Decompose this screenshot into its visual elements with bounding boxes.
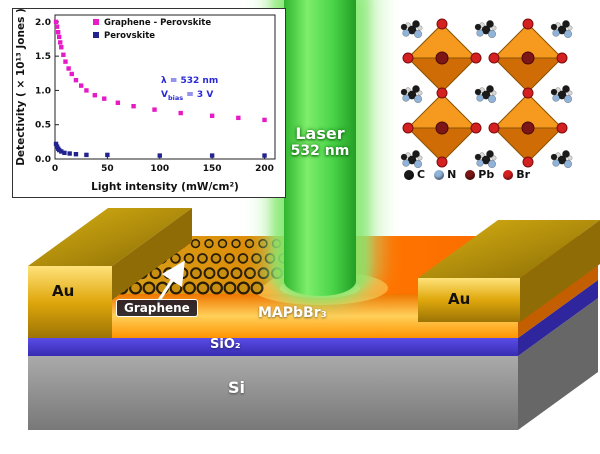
laser-beam [284, 0, 356, 296]
svg-text:150: 150 [203, 164, 222, 174]
au-right-front-face [418, 278, 520, 322]
octahedra [402, 18, 568, 168]
svg-text:Light intensity (mW/cm²): Light intensity (mW/cm²) [91, 181, 239, 193]
graphene-label: Graphene [116, 299, 198, 317]
svg-text:Detectivity ( × 10¹³ Jones ): Detectivity ( × 10¹³ Jones ) [15, 9, 27, 166]
svg-text:Graphene - Perovskite: Graphene - Perovskite [104, 18, 211, 28]
c-atom-label: C [417, 168, 426, 181]
svg-text:0: 0 [52, 164, 58, 174]
crystal-structure [400, 18, 592, 169]
graphene-arrow [156, 260, 185, 303]
mapbbr3-label: MAPbBr₃ [258, 305, 327, 321]
svg-text:0.0: 0.0 [35, 155, 51, 165]
br-atom-dot [503, 169, 514, 180]
detectivity-chart: 0 50 100 150 200 0.0 0.5 1.0 1.5 2.0 Light intensi… [12, 8, 286, 198]
svg-text:Perovskite: Perovskite [104, 31, 155, 41]
si-side-face [518, 298, 598, 430]
crystal-structure-svg [400, 18, 573, 169]
detectivity-chart-svg: 0 50 100 150 200 0.0 0.5 1.0 1.5 2.0 Light intensi… [15, 8, 276, 193]
svg-text:λ = 532 nm: λ = 532 nm [161, 76, 218, 86]
atom-clusters [400, 20, 573, 169]
svg-text:50: 50 [101, 164, 114, 174]
legend-item-c: C [404, 168, 425, 181]
pb-atom-dot [465, 169, 476, 180]
n-atom-label: N [447, 168, 457, 181]
si-front-face [28, 356, 518, 430]
legend-item-br: Br [503, 168, 530, 181]
svg-text:2.0: 2.0 [35, 18, 51, 28]
br-atom-label: Br [516, 168, 531, 181]
au-left-side-face [112, 208, 192, 300]
laser-label-line2: 532 nm [290, 143, 350, 159]
laser-label-line1: Laser [295, 124, 345, 143]
au-right-top-face [418, 220, 600, 278]
n-atom-dot [434, 169, 445, 180]
svg-text:100: 100 [150, 164, 169, 174]
svg-text:200: 200 [255, 164, 274, 174]
sio2-side-face [518, 280, 598, 356]
legend-item-n: N [434, 168, 456, 181]
au-right-side-face [520, 220, 600, 322]
atom-legend: C N Pb Br [404, 168, 594, 181]
au-right-label: Au [448, 290, 471, 308]
svg-text:1.0: 1.0 [35, 86, 51, 96]
sio2-label: SiO₂ [210, 337, 241, 352]
svg-text:0.5: 0.5 [35, 121, 51, 131]
au-left-top-face [28, 208, 192, 266]
c-atom-dot [404, 169, 414, 180]
svg-text:Vbias = 3 V: Vbias = 3 V [161, 90, 213, 102]
pb-atom-label: Pb [478, 168, 495, 181]
svg-text:1.5: 1.5 [35, 52, 51, 62]
au-left-front-face [28, 266, 112, 338]
au-left-label: Au [52, 282, 75, 300]
si-label: Si [228, 378, 246, 397]
laser-label: Laser 532 nm [280, 124, 360, 159]
legend-item-pb: Pb [465, 168, 494, 181]
sio2-front-face [28, 338, 518, 356]
